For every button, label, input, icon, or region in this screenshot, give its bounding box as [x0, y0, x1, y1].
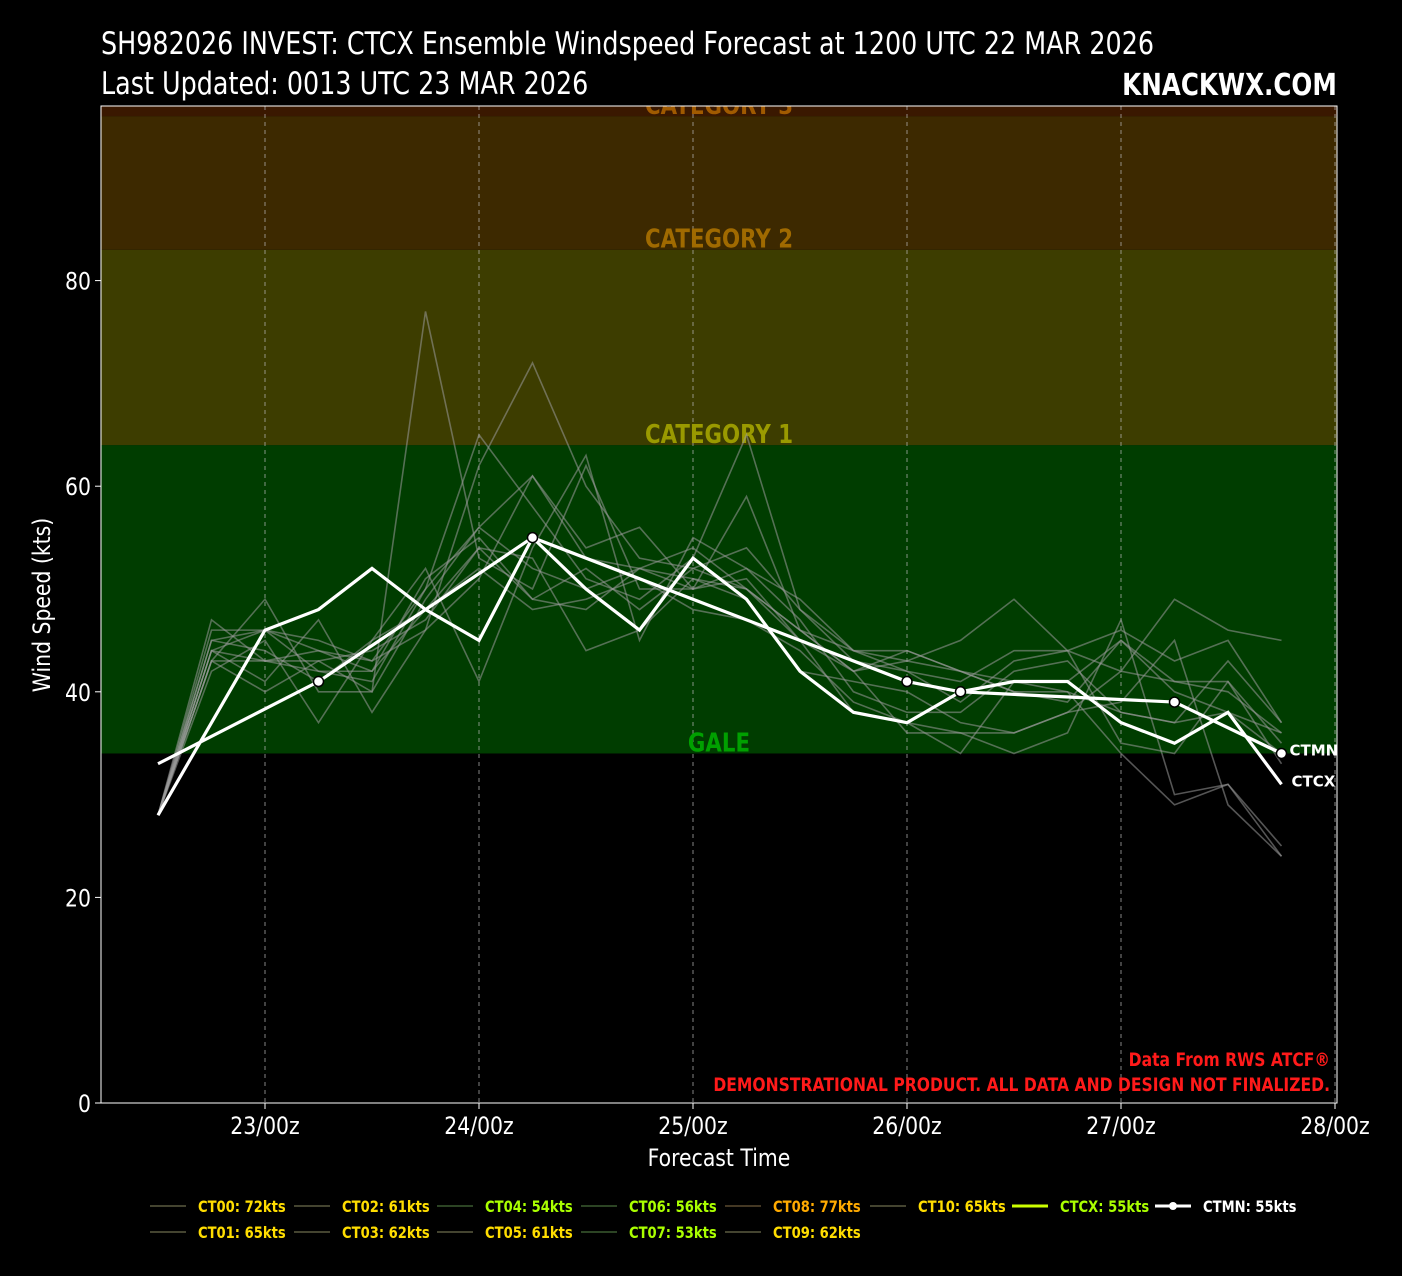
legend-item-ct05: CT05: 61kts	[437, 1224, 573, 1243]
ctmn-marker	[1168, 696, 1181, 708]
member-line-ct03	[157, 360, 1282, 816]
legend-item-ct07: CT07: 53kts	[581, 1224, 717, 1243]
legend-label: CTMN: 55kts	[1203, 1198, 1297, 1217]
ctcx-line	[156, 534, 1283, 816]
ctmn-marker	[1275, 747, 1288, 760]
legend-label: CT05: 61kts	[485, 1224, 573, 1243]
y-tick-label: 60	[65, 474, 91, 502]
x-tick-label: 27/00z	[1086, 1112, 1155, 1140]
data-source-note: Data From RWS ATCF®	[1129, 1050, 1330, 1072]
legend-item-ct01: CT01: 65kts	[150, 1224, 286, 1243]
y-axis-label: Wind Speed (kts)	[28, 518, 56, 692]
legend-item-ct00: CT00: 72kts	[150, 1198, 286, 1217]
legend-label: CT06: 56kts	[629, 1198, 717, 1217]
x-tick-label: 28/00z	[1300, 1112, 1369, 1140]
legend-item-ct09: CT09: 62kts	[725, 1224, 861, 1243]
x-tick-label: 23/00z	[230, 1112, 299, 1140]
legend-label: CT08: 77kts	[773, 1198, 861, 1217]
x-axis-label: Forecast Time	[648, 1144, 791, 1172]
ctmn-marker	[312, 675, 325, 688]
legend-item-ctmn: CTMN: 55kts	[1155, 1198, 1297, 1217]
band-category-1	[101, 249, 1337, 446]
legend-label: CT00: 72kts	[198, 1198, 286, 1217]
legend-label: CT02: 61kts	[342, 1198, 430, 1217]
legend-item-ct04: CT04: 54kts	[437, 1198, 573, 1217]
y-tick-label: 0	[78, 1090, 91, 1118]
legend-item-ct10: CT10: 65kts	[870, 1198, 1006, 1217]
plot-frame	[100, 105, 1338, 1104]
band-category-3	[101, 106, 1337, 117]
legend-label: CT01: 65kts	[198, 1224, 286, 1243]
legend-item-ct02: CT02: 61kts	[294, 1198, 430, 1217]
y-tick-label: 80	[65, 268, 91, 296]
x-tick-label: 24/00z	[444, 1112, 513, 1140]
legend-label: CT09: 62kts	[773, 1224, 861, 1243]
member-line-ct08	[157, 546, 1283, 857]
band-category-2	[101, 116, 1337, 250]
legend-label: CT03: 62kts	[342, 1224, 430, 1243]
legend-item-ct08: CT08: 77kts	[725, 1198, 861, 1217]
member-line-ct06	[157, 567, 1283, 847]
band-gale	[101, 445, 1337, 754]
ctmn-marker	[954, 686, 967, 698]
legend-label: CTCX: 55kts	[1060, 1198, 1149, 1217]
ctmn-end-label: CTMN	[1290, 741, 1339, 759]
band-label: GALE	[688, 727, 750, 758]
legend-item-ctcx: CTCX: 55kts	[1012, 1198, 1149, 1217]
legend-item-ct03: CT03: 62kts	[294, 1224, 430, 1243]
legend-label: CT04: 54kts	[485, 1198, 573, 1217]
band-label: CATEGORY 2	[645, 224, 793, 255]
disclaimer-note: DEMONSTRATIONAL PRODUCT. ALL DATA AND DE…	[713, 1075, 1330, 1097]
legend-label: CT10: 65kts	[918, 1198, 1006, 1217]
x-tick-label: 25/00z	[658, 1112, 727, 1140]
legend-item-ct06: CT06: 56kts	[581, 1198, 717, 1217]
last-updated: Last Updated: 0013 UTC 23 MAR 2026	[101, 66, 589, 102]
y-tick-label: 20	[65, 885, 91, 913]
brand-logo-text: KNACKWX.COM	[1122, 68, 1337, 103]
ctmn-marker	[526, 531, 539, 544]
chart-title: SH982026 INVEST: CTCX Ensemble Windspeed…	[101, 26, 1155, 62]
band-label: CATEGORY 3	[645, 90, 793, 121]
legend-marker	[1169, 1202, 1177, 1210]
member-line-ct02	[157, 311, 1283, 816]
band-label: CATEGORY 1	[645, 419, 793, 450]
ctcx-end-label: CTCX	[1292, 772, 1336, 790]
ctmn-marker	[901, 675, 913, 688]
x-tick-label: 26/00z	[872, 1112, 941, 1140]
legend-label: CT07: 53kts	[629, 1224, 717, 1243]
y-tick-label: 40	[65, 679, 91, 707]
